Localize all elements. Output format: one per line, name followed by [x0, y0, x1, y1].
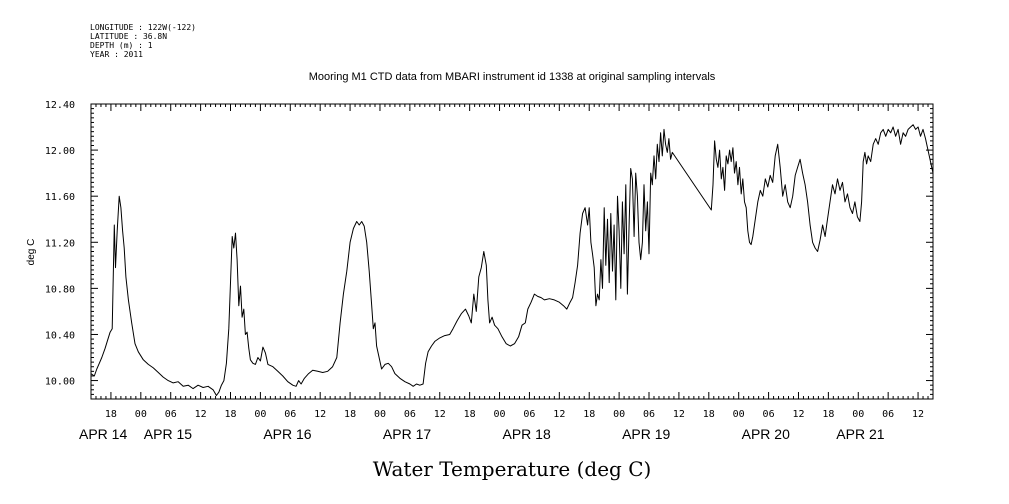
x-hour-label: 18: [224, 409, 236, 420]
y-tick-label: 11.60: [45, 192, 75, 203]
y-axis: 10.00 10.40 10.80 11.20 11.60 12.00 12.40: [45, 100, 933, 400]
x-hour-label: 06: [643, 409, 655, 420]
x-hour-label: 12: [434, 409, 446, 420]
x-hour-label: 12: [912, 409, 924, 420]
x-hour-label: 00: [135, 409, 147, 420]
depth-label: DEPTH (m) : 1: [90, 41, 153, 50]
x-day-label: APR 20: [742, 426, 790, 442]
x-hour-label: 06: [763, 409, 775, 420]
x-day-label: APR 14: [79, 426, 127, 442]
chart-title: Mooring M1 CTD data from MBARI instrumen…: [309, 71, 716, 83]
y-tick-label: 12.00: [45, 146, 75, 157]
x-hour-label: 00: [254, 409, 266, 420]
y-tick-label: 12.40: [45, 100, 75, 111]
x-day-label: APR 15: [144, 426, 192, 442]
x-hour-label: 18: [583, 409, 595, 420]
x-hour-label: 12: [195, 409, 207, 420]
year-label: YEAR : 2011: [90, 50, 143, 59]
metadata-header: LONGITUDE : 122W(-122) LATITUDE : 36.8N …: [90, 23, 196, 59]
x-hour-label: 12: [673, 409, 685, 420]
x-hour-label: 12: [553, 409, 565, 420]
x-hour-label: 18: [464, 409, 476, 420]
x-hour-label: 12: [792, 409, 804, 420]
x-hour-label: 00: [852, 409, 864, 420]
x-hour-label: 00: [494, 409, 506, 420]
x-hour-label: 06: [284, 409, 296, 420]
x-day-label: APR 18: [502, 426, 550, 442]
series-layer: [90, 124, 934, 396]
temperature-series-line: [90, 124, 934, 396]
y-tick-label: 10.80: [45, 284, 75, 295]
x-day-label: APR 16: [263, 426, 311, 442]
x-hour-label: 06: [523, 409, 535, 420]
x-hour-label: 18: [703, 409, 715, 420]
x-day-label: APR 19: [622, 426, 670, 442]
y-axis-label: deg C: [26, 239, 37, 266]
x-hour-label: 12: [314, 409, 326, 420]
x-hour-label: 00: [374, 409, 386, 420]
x-axis: 18 00 06 12 18 00 06 12 18 00 06 12 18 00 06 12 18 00 06 12…: [79, 104, 934, 442]
latitude-label: LATITUDE : 36.8N: [90, 32, 167, 41]
y-tick-label: 11.20: [45, 238, 75, 249]
x-hour-label: 00: [613, 409, 625, 420]
x-day-label: APR 21: [836, 426, 884, 442]
x-hour-label: 00: [733, 409, 745, 420]
x-hour-label: 18: [105, 409, 117, 420]
x-hour-label: 06: [882, 409, 894, 420]
x-hour-label: 06: [165, 409, 177, 420]
x-hour-label: 06: [404, 409, 416, 420]
x-hour-label: 18: [822, 409, 834, 420]
longitude-label: LONGITUDE : 122W(-122): [90, 23, 196, 32]
y-tick-label: 10.40: [45, 330, 75, 341]
x-hour-label: 18: [344, 409, 356, 420]
x-day-label: APR 17: [383, 426, 431, 442]
y-tick-label: 10.00: [45, 377, 75, 388]
plot-frame: [90, 103, 934, 400]
x-axis-label: Water Temperature (deg C): [373, 457, 652, 481]
